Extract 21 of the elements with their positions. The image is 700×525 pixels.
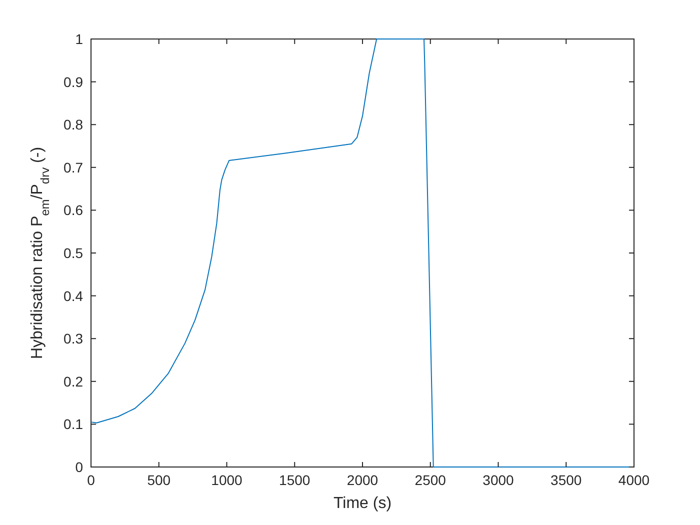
y-tick-label: 0.7 bbox=[64, 159, 84, 176]
x-axis-title: Time (s) bbox=[333, 495, 392, 512]
y-tick-label: 0.1 bbox=[64, 416, 84, 432]
x-tick-label: 4000 bbox=[618, 472, 650, 488]
y-tick-label: 0.3 bbox=[64, 330, 84, 347]
x-tick-label: 1500 bbox=[279, 472, 310, 488]
x-tick-label: 500 bbox=[147, 472, 171, 488]
x-tick-label: 0 bbox=[87, 472, 96, 488]
y-tick-label: 0.9 bbox=[64, 74, 84, 90]
x-tick-label: 2500 bbox=[414, 472, 446, 488]
x-tick-label: 3000 bbox=[482, 472, 514, 488]
y-tick-label: 0.4 bbox=[64, 288, 84, 304]
y-tick-label: 1 bbox=[75, 31, 84, 47]
x-tick-label: 3500 bbox=[550, 472, 582, 488]
y-tick-label: 0.6 bbox=[64, 202, 84, 218]
x-tick-label: 1000 bbox=[211, 472, 243, 488]
y-tick-label: 0.2 bbox=[64, 373, 84, 390]
y-tick-label: 0.8 bbox=[64, 116, 84, 133]
y-tick-label: 0.5 bbox=[64, 245, 84, 261]
x-tick-label: 2000 bbox=[346, 472, 378, 488]
y-tick-label: 0 bbox=[75, 459, 84, 475]
